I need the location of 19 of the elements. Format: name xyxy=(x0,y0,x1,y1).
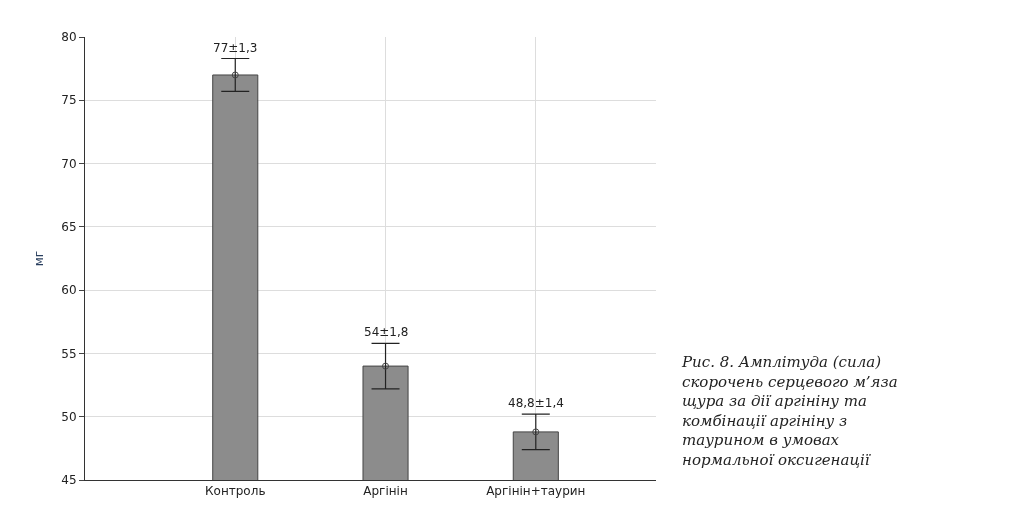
point xyxy=(231,71,239,79)
point xyxy=(532,428,540,436)
y-tick-label: 70 xyxy=(61,156,77,171)
point xyxy=(382,362,390,370)
y-tick-label: 75 xyxy=(61,93,77,108)
y-tick-label: 50 xyxy=(61,409,77,424)
x-tick-label: Аргінін+таурин xyxy=(486,484,586,499)
y-tick-label: 45 xyxy=(61,473,77,488)
data-label: 48,8±1,4 xyxy=(508,396,564,410)
data-label: 77±1,3 xyxy=(213,41,258,55)
y-tick-label: 80 xyxy=(61,30,77,45)
data-label: 54±1,8 xyxy=(364,325,409,339)
y-axis-title: мг xyxy=(31,250,46,267)
x-tick-label: Аргінін xyxy=(363,484,408,499)
y-tick-label: 60 xyxy=(61,283,77,298)
y-tick-label: 55 xyxy=(61,346,77,361)
x-tick-label: Контроль xyxy=(205,484,266,499)
text: Рис. 8. Амплітуда (сила) скорочень серцевого м’яза щура за дії аргініну та комбінації аргініну з таурином в умовах нормальної оксигенації xyxy=(681,353,898,469)
y-tick-label: 65 xyxy=(61,220,77,235)
